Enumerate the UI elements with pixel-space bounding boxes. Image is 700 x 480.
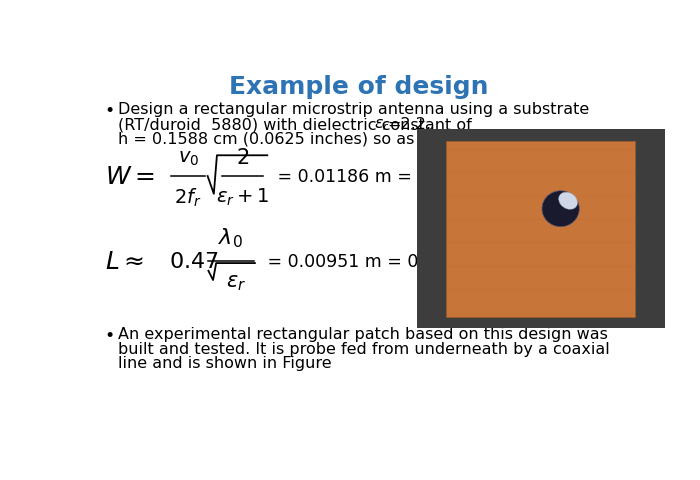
Text: = 0.00951 m = 0.951 cm: = 0.00951 m = 0.951 cm (262, 252, 489, 270)
Text: $\varepsilon_r$: $\varepsilon_r$ (374, 117, 390, 132)
Text: An experimental rectangular patch based on this design was: An experimental rectangular patch based … (118, 326, 608, 341)
Text: h = 0.1588 cm (0.0625 inches) so as to resonate at 10 GHz.: h = 0.1588 cm (0.0625 inches) so as to r… (118, 132, 601, 146)
Text: •: • (104, 102, 115, 120)
Text: $v_0$: $v_0$ (178, 148, 199, 168)
Ellipse shape (542, 192, 580, 227)
Text: $0.47$: $0.47$ (169, 251, 218, 271)
FancyBboxPatch shape (447, 142, 635, 317)
Ellipse shape (559, 193, 578, 210)
Text: $L \approx$: $L \approx$ (104, 249, 144, 273)
Text: =2.2,: =2.2, (387, 117, 431, 132)
Text: $\varepsilon_r$: $\varepsilon_r$ (226, 273, 246, 293)
Text: $W =$: $W =$ (104, 165, 155, 189)
Text: $\lambda_0$: $\lambda_0$ (218, 226, 244, 250)
Text: $\varepsilon_r + 1$: $\varepsilon_r + 1$ (216, 186, 269, 207)
Text: $2$: $2$ (236, 147, 249, 168)
Text: $2f_r$: $2f_r$ (174, 186, 202, 208)
Text: Example of design: Example of design (229, 74, 489, 98)
Text: built and tested. It is probe fed from underneath by a coaxial: built and tested. It is probe fed from u… (118, 341, 610, 356)
Text: line and is shown in Figure: line and is shown in Figure (118, 356, 332, 371)
FancyBboxPatch shape (416, 130, 665, 329)
Text: = 0.01186 m = 1.186cm: = 0.01186 m = 1.186cm (272, 168, 494, 186)
Text: •: • (104, 326, 115, 345)
Text: (RT/duroid  5880) with dielectric constant of: (RT/duroid 5880) with dielectric constan… (118, 117, 477, 132)
Text: Design a rectangular microstrip antenna using a substrate: Design a rectangular microstrip antenna … (118, 102, 589, 117)
